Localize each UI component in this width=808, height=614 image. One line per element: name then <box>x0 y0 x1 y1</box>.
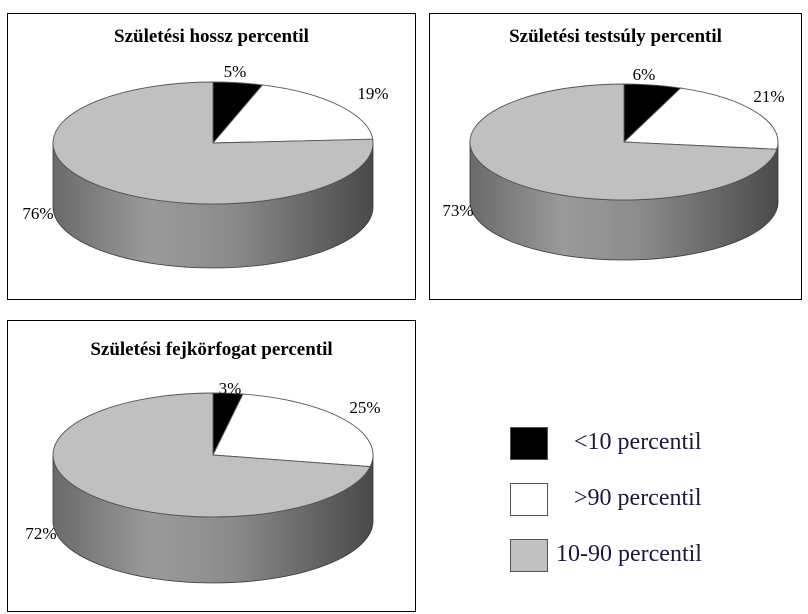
pie-chart-svg: 6% 21% 73% <box>442 65 785 261</box>
pie-slice-above-90 <box>622 87 779 150</box>
pie-chart-head-circumference: Születési fejkörfogat percentil 3% 25% 72% <box>7 320 416 612</box>
pie-chart-svg: 5% 19% 76% <box>22 62 389 269</box>
legend-label: 10-90 percentil <box>556 541 702 567</box>
pie-data-label: 21% <box>753 87 784 106</box>
pie-chart-length: Születési hossz percentil 5% 19% 76% <box>7 13 416 300</box>
legend-label: <10 percentil <box>574 429 702 455</box>
pie-slice-10-90 <box>52 392 371 518</box>
pie-data-label: 19% <box>357 84 388 103</box>
pie-slice-above-90 <box>212 393 374 468</box>
pie-slice-10-90 <box>469 83 778 201</box>
pie-data-label: 72% <box>25 524 56 543</box>
pie-slice-10-90 <box>52 81 374 205</box>
chart-title: Születési hossz percentil <box>114 26 309 47</box>
legend-swatch-10-90 <box>510 539 548 572</box>
pie-data-label: 5% <box>224 62 247 81</box>
pie-chart-weight: Születési testsúly percentil 6% 21% 73% <box>429 13 802 300</box>
pie-data-label: 76% <box>22 204 53 223</box>
legend-swatch-below-10 <box>510 427 548 460</box>
pie-data-label: 73% <box>442 201 473 220</box>
chart-legend: <10 percentil >90 percentil 10-90 percen… <box>496 423 796 593</box>
chart-title: Születési testsúly percentil <box>509 26 722 47</box>
legend-swatch-above-90 <box>510 483 548 516</box>
chart-title: Születési fejkörfogat percentil <box>90 339 333 360</box>
pie-data-label: 3% <box>219 379 242 398</box>
pie-chart-svg: 3% 25% 72% <box>25 379 381 584</box>
legend-label: >90 percentil <box>574 485 702 511</box>
pie-slice-above-90 <box>212 84 374 144</box>
pie-data-label: 25% <box>349 398 380 417</box>
pie-data-label: 6% <box>633 65 656 84</box>
